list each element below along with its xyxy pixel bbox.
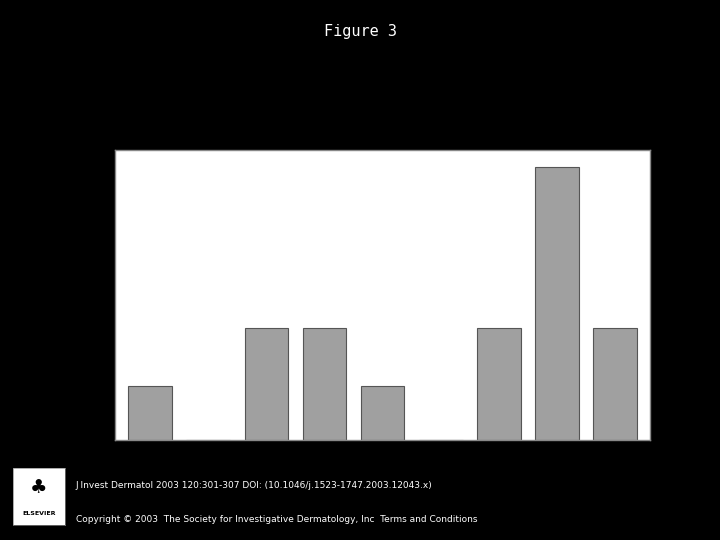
Bar <box>245 328 288 440</box>
Text: J Invest Dermatol 2003 120:301-307 DOI: (10.1046/j.1523-1747.2003.12043.x): J Invest Dermatol 2003 120:301-307 DOI: … <box>76 481 432 490</box>
Bar <box>535 167 579 440</box>
Bar <box>477 328 521 440</box>
Text: ♣: ♣ <box>30 478 48 497</box>
Text: Copyright © 2003  The Society for Investigative Dermatology, Inc  Terms and Cond: Copyright © 2003 The Society for Investi… <box>76 515 477 524</box>
Y-axis label: Occurrence (%): Occurrence (%) <box>72 241 85 349</box>
Text: Figure 3: Figure 3 <box>323 24 397 39</box>
X-axis label: Base Residue (number): Base Residue (number) <box>300 465 465 478</box>
Bar <box>361 386 405 440</box>
Text: ELSEVIER: ELSEVIER <box>22 511 55 516</box>
Bar <box>302 328 346 440</box>
Bar <box>593 328 637 440</box>
Bar <box>128 386 172 440</box>
